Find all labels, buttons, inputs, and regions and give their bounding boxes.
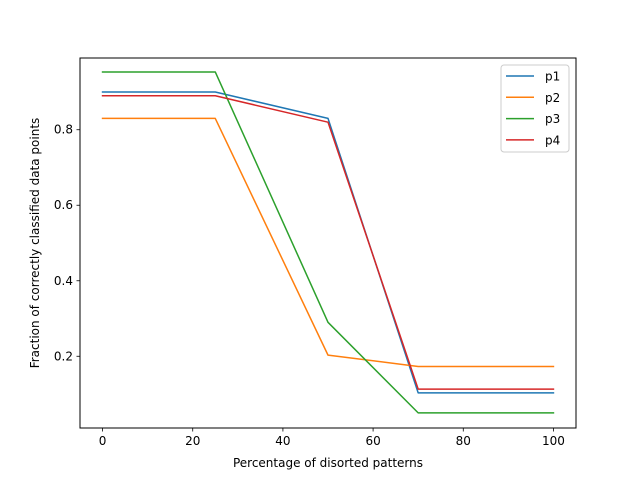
- series-line-p4: [101, 95, 555, 390]
- x-tick-label: 40: [275, 434, 290, 448]
- legend: p1 p2 p3 p4: [500, 64, 570, 153]
- legend-frame: [500, 64, 570, 153]
- y-tick-label: 0.6: [54, 198, 73, 212]
- series-line-p2: [101, 117, 555, 368]
- x-tick-label: 60: [365, 434, 380, 448]
- legend-label-p4: p4: [545, 133, 560, 147]
- legend-label-p3: p3: [545, 112, 560, 126]
- y-axis-label: Fraction of correctly classified data po…: [28, 118, 42, 369]
- legend-label-p2: p2: [545, 91, 560, 105]
- x-tick-label: 80: [456, 434, 471, 448]
- y-tick-label: 0.8: [54, 123, 73, 137]
- x-tick-label: 0: [99, 434, 107, 448]
- x-axis-label: Percentage of disorted patterns: [233, 456, 423, 470]
- series-line-p1: [101, 91, 555, 394]
- y-tick-label: 0.4: [54, 274, 73, 288]
- legend-label-p1: p1: [545, 70, 560, 84]
- x-axis-ticks: 0 20 40 60 80 100: [99, 428, 565, 448]
- legend-items: p1 p2 p3 p4: [506, 70, 560, 147]
- series-line-p3: [101, 71, 555, 414]
- y-tick-label: 0.2: [54, 349, 73, 363]
- series-layer: [101, 71, 555, 414]
- plot-frame: [79, 57, 577, 429]
- y-axis-ticks: 0.2 0.4 0.6 0.8: [54, 123, 80, 363]
- x-tick-label: 100: [542, 434, 565, 448]
- x-tick-label: 20: [185, 434, 200, 448]
